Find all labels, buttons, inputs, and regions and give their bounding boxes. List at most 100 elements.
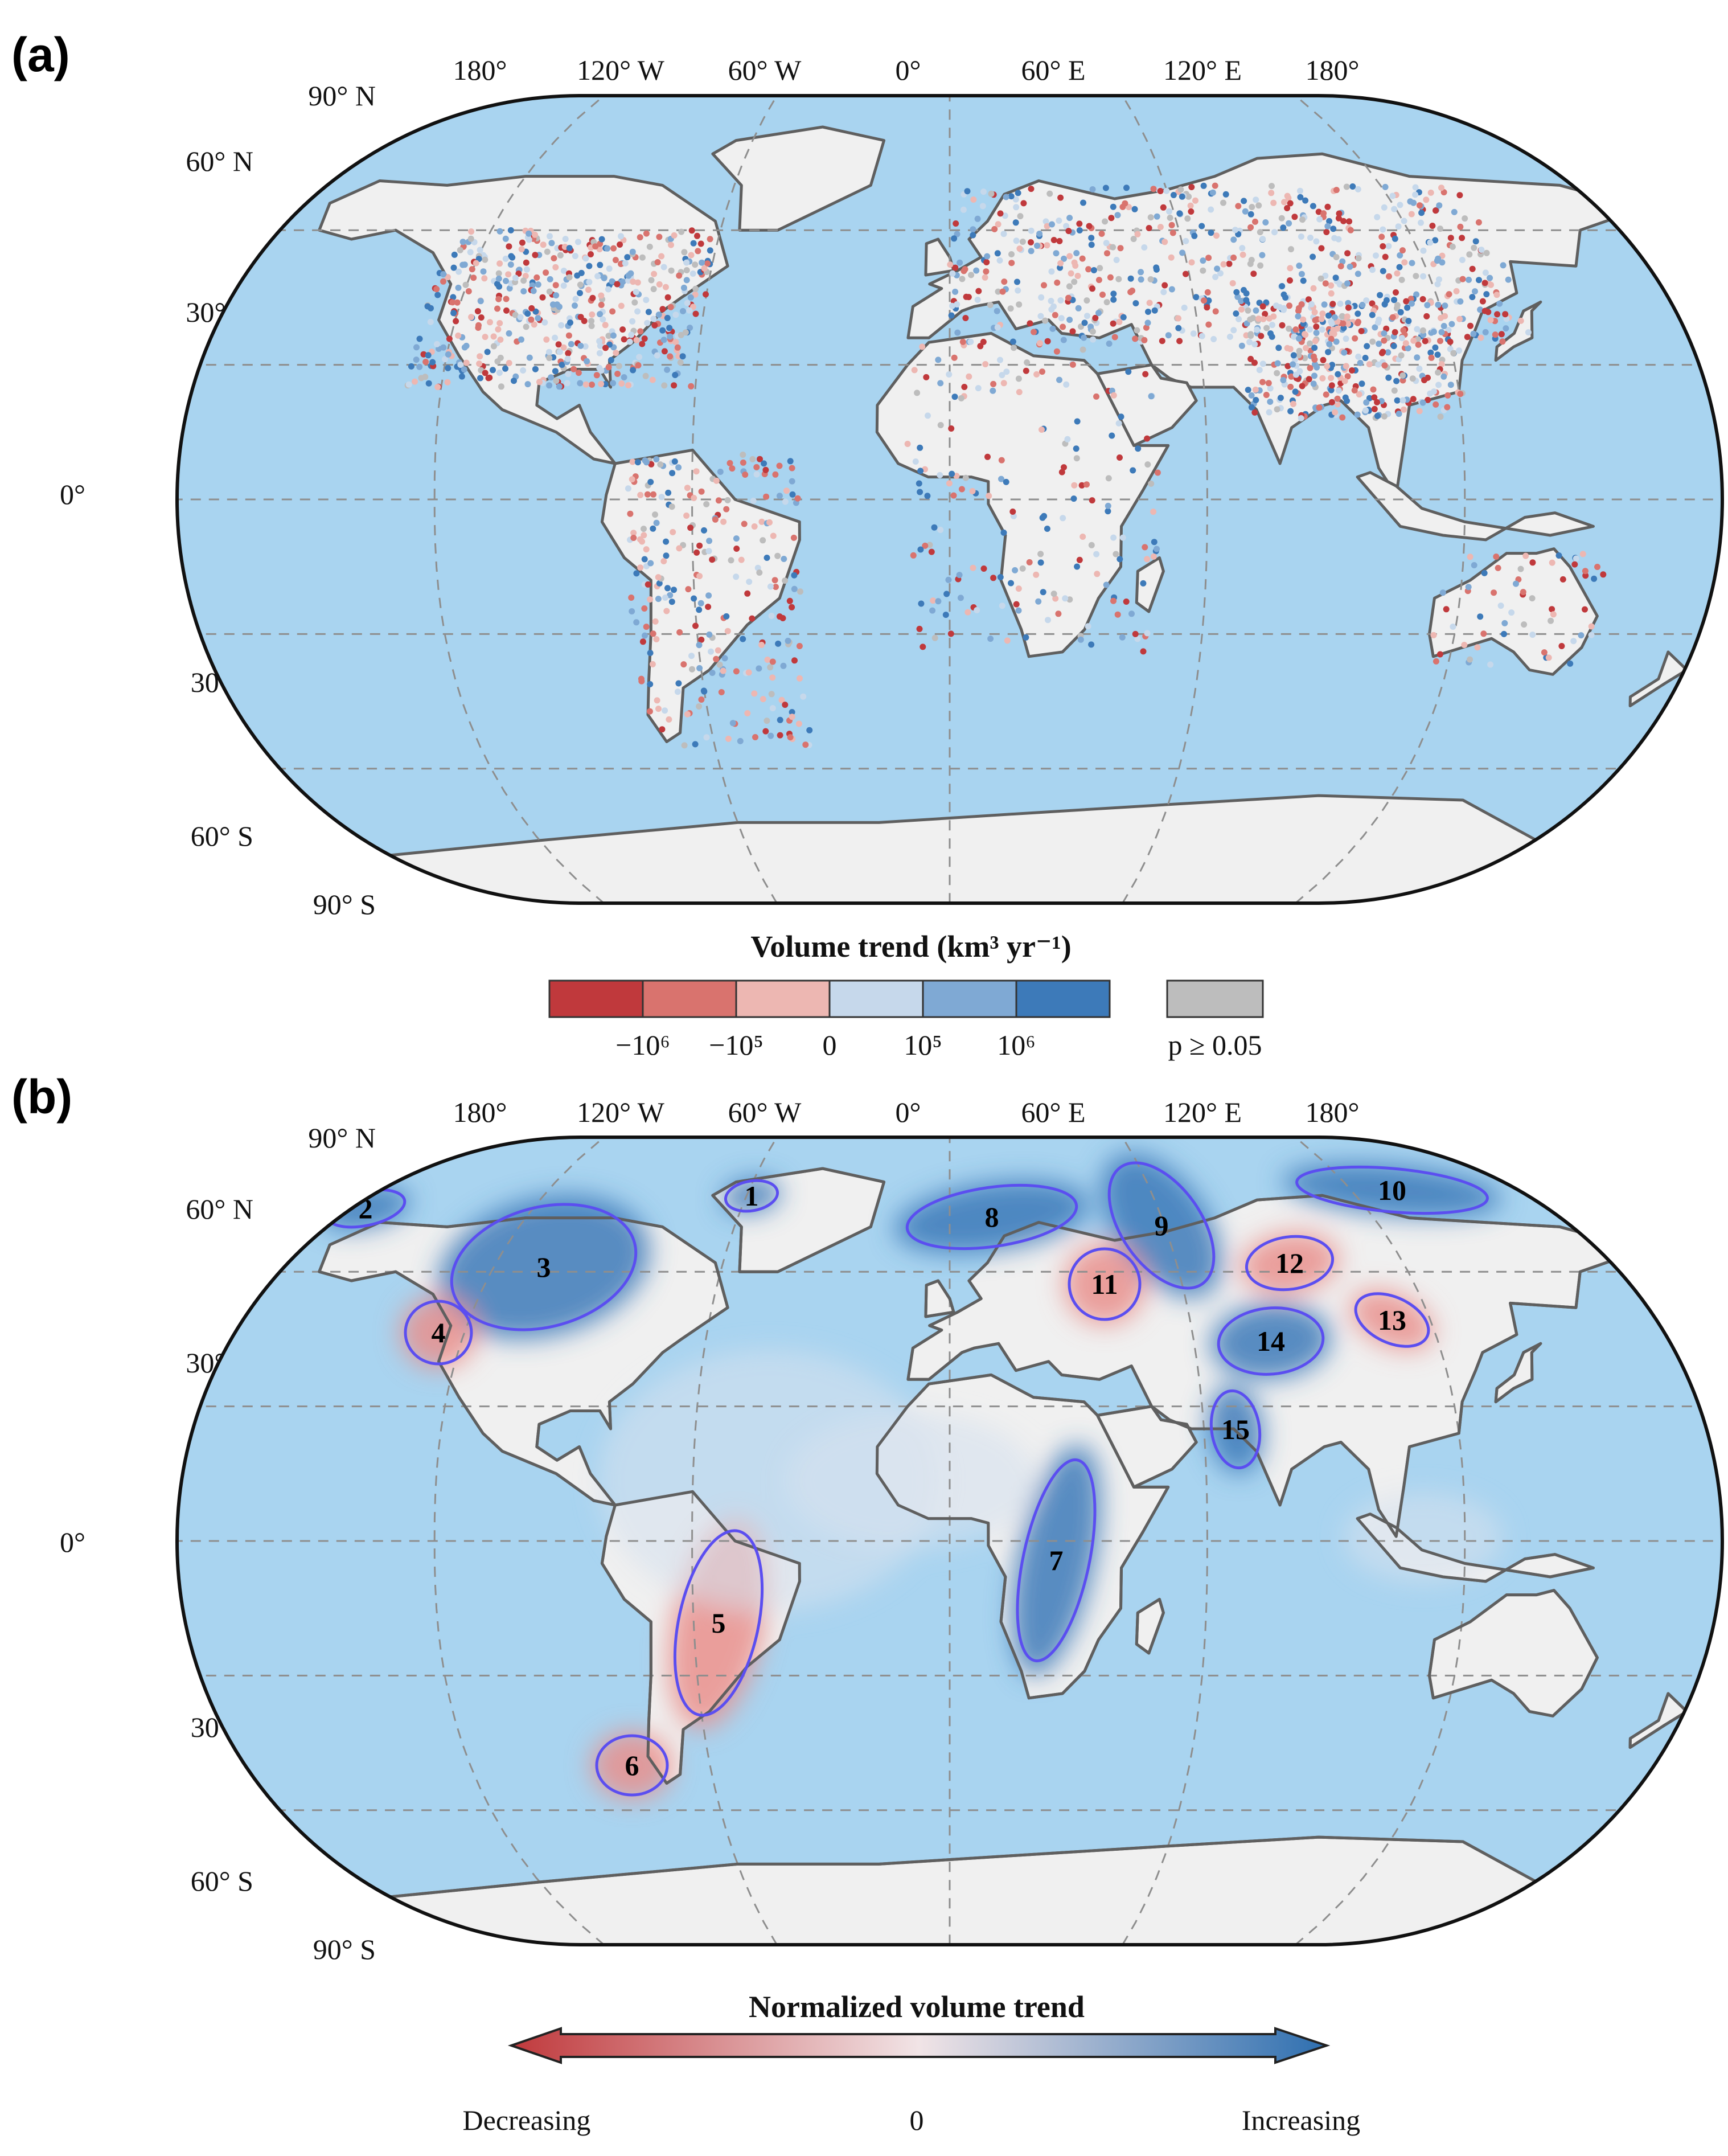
lake-point xyxy=(546,288,553,295)
lake-point xyxy=(1146,225,1152,231)
lake-point xyxy=(1265,380,1272,387)
lake-point xyxy=(1040,589,1046,596)
lake-point xyxy=(1419,399,1426,406)
lake-point xyxy=(672,339,679,346)
region-ellipse xyxy=(1295,1165,1489,1215)
longitude-tick-label: 120° E xyxy=(1163,54,1242,86)
lake-point xyxy=(1061,464,1067,471)
lake-point xyxy=(1483,249,1490,256)
lake-point xyxy=(1433,658,1439,665)
lake-point xyxy=(1328,290,1335,297)
lake-point xyxy=(1150,553,1157,560)
trend-blob xyxy=(591,1731,673,1800)
lake-point xyxy=(1093,551,1100,558)
lake-point xyxy=(614,281,621,288)
lake-point xyxy=(1127,289,1134,296)
lake-point xyxy=(473,260,479,267)
lake-point xyxy=(552,264,559,270)
lake-point xyxy=(1012,567,1019,573)
lake-point xyxy=(1288,373,1295,380)
lake-point xyxy=(695,248,701,255)
lake-point xyxy=(495,296,502,302)
lake-point xyxy=(470,274,477,281)
lake-point xyxy=(1321,301,1328,308)
lake-point xyxy=(954,231,961,237)
lake-point xyxy=(1233,289,1240,296)
lake-point xyxy=(1134,636,1141,642)
lake-point xyxy=(949,470,955,477)
lake-point xyxy=(1398,352,1405,359)
lake-point xyxy=(925,412,931,419)
lake-point xyxy=(1437,226,1443,232)
lake-point xyxy=(490,333,497,340)
lake-point xyxy=(506,360,512,366)
lake-point xyxy=(1390,343,1397,350)
lake-point xyxy=(904,441,911,447)
lake-point xyxy=(1013,204,1020,211)
panel-b-map: (b) 180° 120° W 60° W 0° 60° E 120° E 180° 90°… xyxy=(11,1070,1724,2136)
lake-point xyxy=(1252,386,1259,393)
coastline-south-america xyxy=(600,1490,801,1785)
colorbar-bin xyxy=(828,979,924,1018)
coastline-africa xyxy=(875,1373,1170,1700)
panel-b-map-frame xyxy=(175,1136,1724,1946)
lake-point xyxy=(1344,313,1351,320)
lake-point xyxy=(1456,192,1463,199)
lake-point xyxy=(507,261,514,268)
lake-point xyxy=(1345,304,1352,311)
lake-point xyxy=(1105,508,1111,515)
lake-point xyxy=(709,556,716,563)
lake-point xyxy=(1529,595,1536,602)
lake-point xyxy=(962,474,969,481)
lake-point xyxy=(658,253,665,260)
lake-point xyxy=(639,638,646,645)
lake-point xyxy=(520,288,527,294)
coastline-australia xyxy=(1428,1589,1599,1718)
lake-point xyxy=(1588,623,1595,630)
lake-point xyxy=(758,518,765,525)
lake-point xyxy=(706,538,713,544)
lake-point xyxy=(1438,314,1444,321)
lake-point xyxy=(1110,534,1117,541)
lake-point xyxy=(1088,542,1095,548)
lake-point xyxy=(948,425,955,432)
lake-point xyxy=(1065,228,1072,235)
lake-point xyxy=(1355,186,1361,192)
lake-point xyxy=(1334,325,1341,332)
lake-point xyxy=(548,374,555,381)
lake-point xyxy=(1549,606,1555,613)
lake-point xyxy=(699,259,705,266)
lake-point xyxy=(1105,475,1112,482)
lake-point xyxy=(577,342,584,349)
lake-point xyxy=(1295,313,1302,319)
lake-point xyxy=(477,353,483,360)
lake-point xyxy=(675,680,682,687)
lake-point xyxy=(952,288,959,295)
lake-point xyxy=(1103,581,1110,588)
lake-point xyxy=(594,273,601,280)
lake-point xyxy=(760,537,766,544)
coastline-arabia xyxy=(1096,1405,1198,1489)
lake-point xyxy=(1298,301,1305,308)
lake-point xyxy=(1204,304,1210,311)
lake-point xyxy=(1114,212,1121,219)
lake-point xyxy=(1184,215,1191,222)
lake-point xyxy=(1241,198,1247,204)
lake-point xyxy=(1081,334,1087,341)
lake-point xyxy=(1089,497,1095,504)
lake-point xyxy=(1259,252,1266,259)
lake-point xyxy=(1078,482,1085,489)
lake-point xyxy=(1260,315,1267,322)
lake-point xyxy=(1435,301,1442,308)
lake-point xyxy=(512,274,519,281)
lake-point xyxy=(1165,332,1172,339)
lake-point xyxy=(763,493,770,500)
lake-point xyxy=(1410,337,1417,344)
lake-point xyxy=(800,693,807,700)
lake-point xyxy=(1310,253,1316,260)
lake-point xyxy=(692,310,699,317)
lake-point xyxy=(556,383,563,390)
lake-point xyxy=(503,296,510,302)
lake-point xyxy=(1044,526,1050,532)
lake-point xyxy=(1303,345,1310,351)
